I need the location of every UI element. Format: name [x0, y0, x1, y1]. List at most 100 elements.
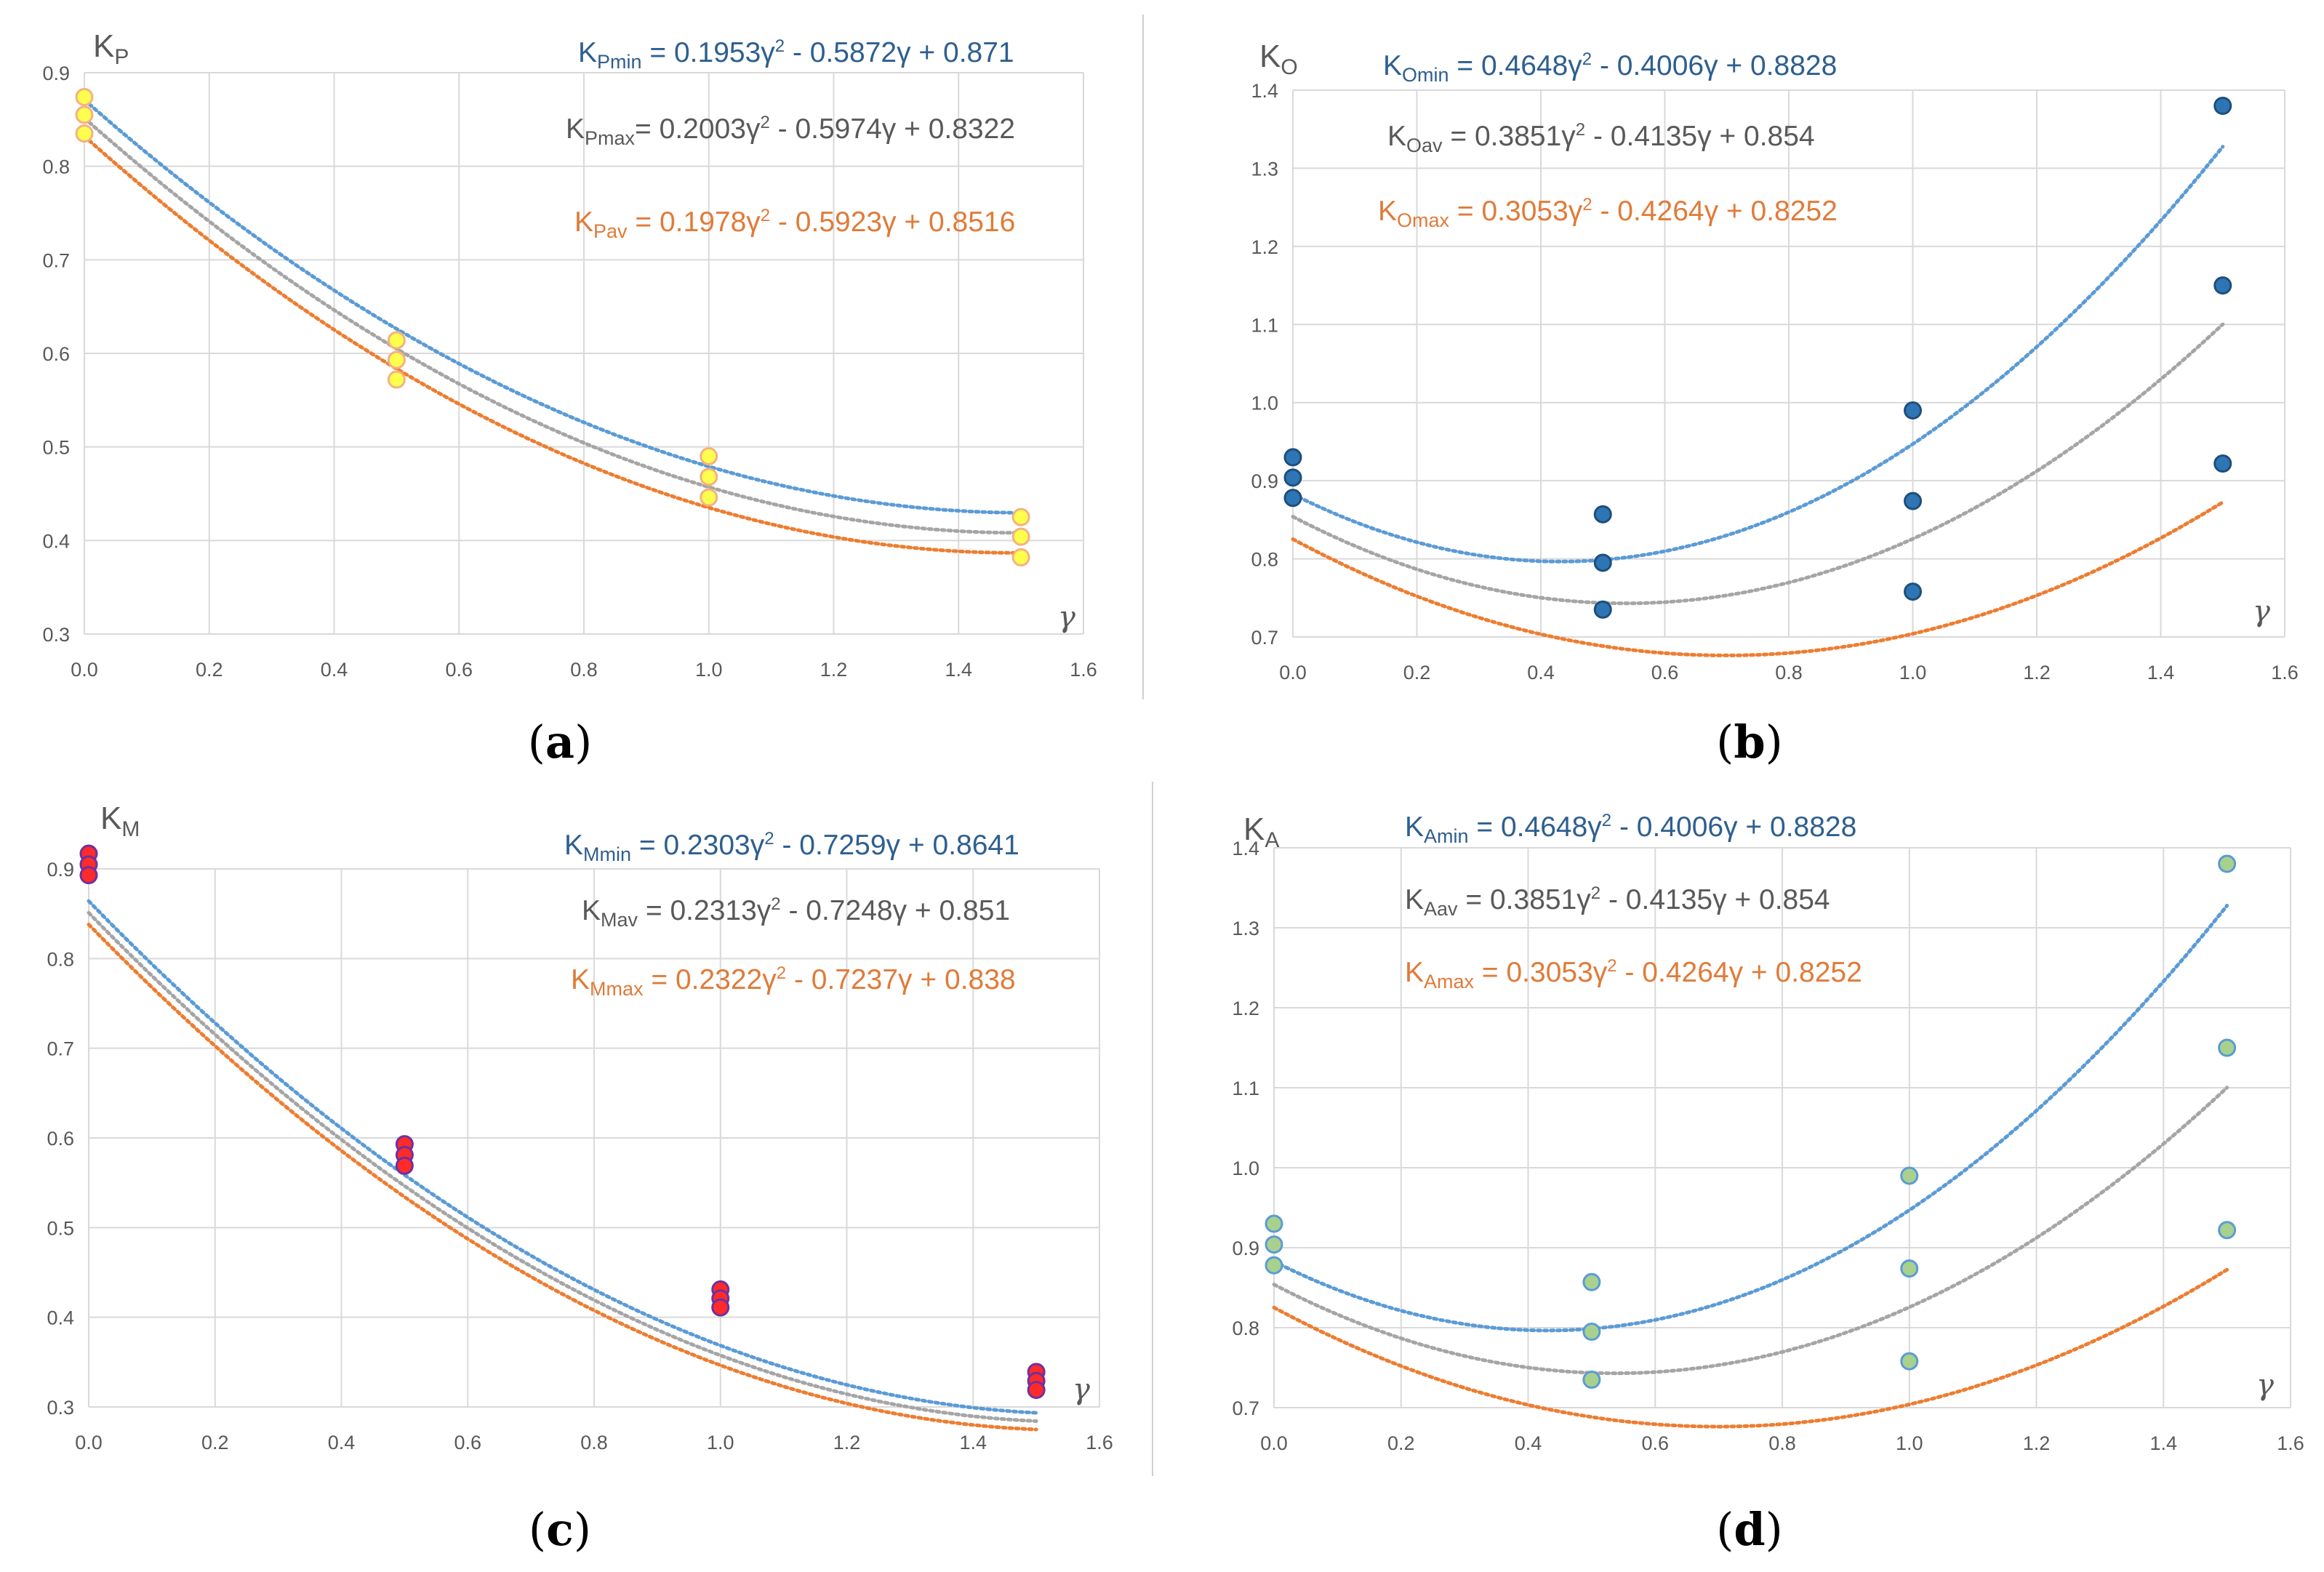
y-tick-label: 0.7 — [47, 1038, 74, 1060]
point-KPmin — [387, 331, 406, 350]
y-tick-label: 1.0 — [1232, 1158, 1259, 1179]
y-axis-label: KP — [93, 28, 129, 69]
x-tick-label: 0.6 — [454, 1432, 481, 1453]
y-tick-label: 0.6 — [42, 343, 70, 365]
point-KOmax — [1593, 600, 1612, 619]
y-tick-label: 0.9 — [47, 859, 74, 881]
y-tick-label: 0.8 — [47, 948, 74, 970]
point-KPav — [700, 468, 718, 486]
x-tick-label: 0.0 — [1260, 1432, 1288, 1454]
point-KOmin — [1283, 448, 1302, 467]
x-tick-label: 0.2 — [1403, 662, 1431, 683]
x-tick-label: 1.4 — [2149, 1432, 2177, 1454]
trendline-KPmin — [82, 97, 1023, 515]
y-tick-label: 0.3 — [42, 624, 70, 646]
trendline-KMmin — [87, 899, 1038, 1415]
x-tick-label: 0.4 — [1527, 662, 1555, 683]
point-KAmin — [1265, 1214, 1283, 1233]
x-axis-label: γ — [2256, 1368, 2274, 1402]
x-axis-label: γ — [2253, 595, 2270, 628]
equation-Aav: KAav = 0.3851γ2 - 0.4135γ + 0.854 — [1405, 883, 1830, 920]
equation-Amin: KAmin = 0.4648γ2 - 0.4006γ + 0.8828 — [1405, 811, 1856, 847]
x-tick-label: 1.0 — [695, 659, 723, 681]
point-KPmax — [75, 124, 94, 143]
point-KPmin — [1011, 508, 1030, 526]
x-tick-label: 0.2 — [201, 1432, 229, 1453]
equation-Oav: KOav = 0.3851γ2 - 0.4135γ + 0.854 — [1387, 120, 1815, 156]
point-KAav — [2218, 1038, 2237, 1057]
x-tick-label: 1.0 — [707, 1432, 734, 1453]
chart-panel-c: 0.0 0.2 0.4 0.6 0.8 1.0 1.2 1.4 1.6 0.3 0.4 0.5 0.6 0… — [47, 801, 1113, 1556]
x-tick-label: 1.6 — [2271, 662, 2299, 683]
x-tick-label: 1.6 — [2277, 1432, 2304, 1454]
point-KMmax — [79, 866, 98, 885]
point-KOmax — [1283, 489, 1302, 508]
x-tick-label: 0.6 — [1641, 1432, 1669, 1454]
y-axis-label: KM — [100, 801, 140, 841]
x-tick-label: 0.6 — [1651, 662, 1679, 683]
x-tick-label: 0.4 — [328, 1432, 356, 1453]
y-tick-label: 0.7 — [42, 249, 70, 271]
y-tick-label: 1.1 — [1251, 314, 1278, 336]
y-axis-label: KA — [1243, 811, 1279, 852]
point-KPmin — [75, 87, 94, 106]
y-tick-label: 0.5 — [47, 1217, 74, 1239]
equation-Pmax: KPmax= 0.2003γ2 - 0.5974γ + 0.8322 — [566, 113, 1015, 149]
trendline-KOav — [1291, 322, 2225, 606]
trendline-KPmax — [82, 134, 1023, 555]
point-KMmax — [711, 1298, 730, 1317]
y-tick-label: 0.8 — [1251, 549, 1278, 571]
trendline-KAav — [1272, 1086, 2229, 1376]
y-tick-label: 0.8 — [1232, 1318, 1259, 1339]
x-tick-label: 1.4 — [945, 659, 972, 681]
x-tick-label: 0.0 — [71, 659, 98, 681]
x-tick-label: 0.0 — [75, 1432, 103, 1453]
point-KAav — [1265, 1235, 1283, 1254]
trendline-KOmax — [1291, 500, 2225, 657]
point-KOav — [1593, 553, 1612, 572]
x-tick-label: 1.0 — [1899, 662, 1927, 683]
x-tick-label: 1.4 — [959, 1432, 987, 1453]
y-tick-label: 0.8 — [42, 156, 70, 178]
y-tick-label: 1.3 — [1232, 918, 1259, 939]
y-tick-label: 1.1 — [1232, 1078, 1259, 1099]
point-KAav — [1582, 1323, 1601, 1341]
y-tick-label: 0.4 — [47, 1307, 74, 1329]
point-KOav — [1283, 468, 1302, 487]
point-KOmax — [2213, 454, 2232, 473]
point-KOmin — [2213, 96, 2232, 115]
trendline-KAmin — [1272, 904, 2229, 1333]
equation-Pmin: KPmin = 0.1953γ2 - 0.5872γ + 0.871 — [578, 36, 1014, 73]
trendline-KAmax — [1272, 1267, 2229, 1429]
y-tick-label: 1.4 — [1232, 838, 1259, 859]
point-KOmin — [1904, 401, 1922, 420]
point-KPmax — [1011, 548, 1030, 566]
y-tick-label: 1.3 — [1251, 158, 1278, 180]
point-KAmax — [2218, 1221, 2237, 1240]
y-tick-label: 1.2 — [1232, 998, 1259, 1019]
trendline-KMmax — [87, 923, 1038, 1432]
y-tick-label: 0.6 — [47, 1128, 74, 1150]
y-tick-label: 0.4 — [42, 530, 70, 552]
x-tick-label: 1.2 — [833, 1432, 861, 1453]
point-KPav — [387, 350, 406, 369]
point-KOav — [2213, 276, 2232, 295]
x-tick-label: 1.2 — [2023, 662, 2051, 683]
point-KMmax — [1027, 1381, 1046, 1400]
y-tick-label: 0.9 — [42, 63, 70, 84]
panel-label: (c) — [529, 1503, 591, 1556]
point-KPmax — [387, 370, 406, 389]
x-tick-label: 0.8 — [1775, 662, 1803, 683]
equation-Omin: KOmin = 0.4648γ2 - 0.4006γ + 0.8828 — [1383, 49, 1837, 86]
point-KAmin — [2218, 854, 2237, 873]
chart-panel-a: 0.0 0.2 0.4 0.6 0.8 1.0 1.2 1.4 1.6 0.3 0.4 0.5 0.6 0… — [42, 28, 1097, 769]
point-KAav — [1900, 1259, 1919, 1278]
y-tick-label: 0.9 — [1251, 470, 1278, 492]
equation-Mmin: KMmin = 0.2303γ2 - 0.7259γ + 0.8641 — [564, 829, 1019, 865]
x-tick-label: 0.2 — [1387, 1432, 1415, 1454]
trendline-KOmin — [1291, 145, 2225, 564]
x-tick-label: 0.8 — [570, 659, 598, 681]
y-axis-label: KO — [1259, 39, 1298, 79]
y-tick-label: 0.7 — [1232, 1397, 1259, 1419]
